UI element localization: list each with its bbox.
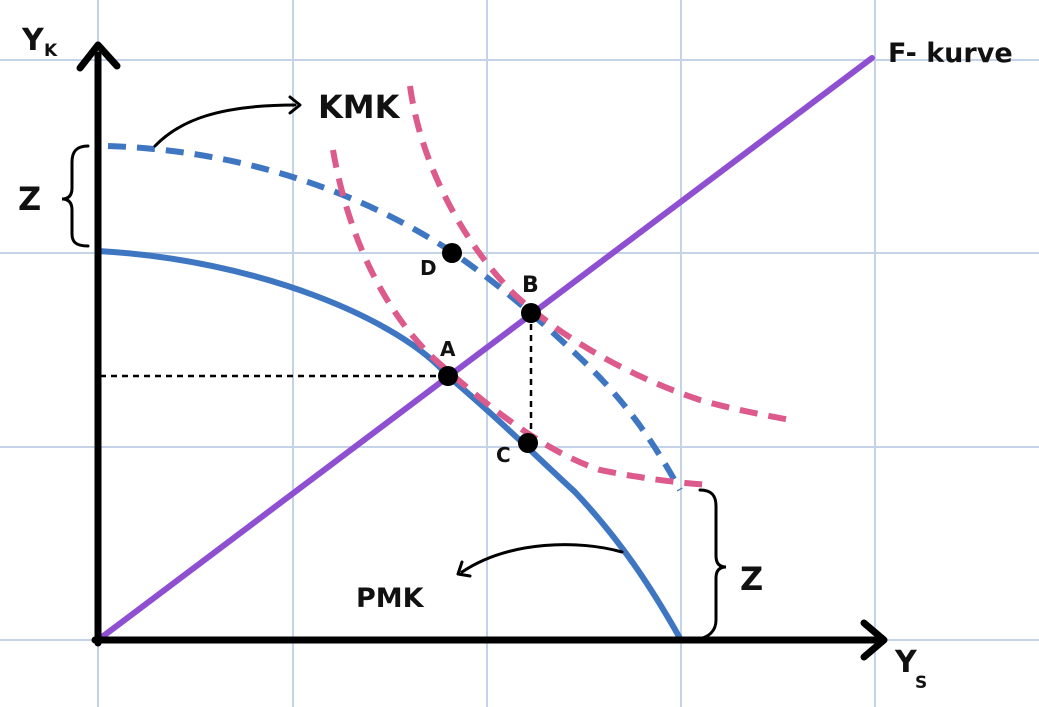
- pmk-label-arrowhead: [456, 560, 472, 578]
- point-d-label: D: [420, 256, 437, 280]
- y-axis-label: Y: [21, 23, 45, 58]
- pmk-label-arrow: [460, 543, 624, 574]
- point-c-label: C: [496, 443, 511, 467]
- point-a: [438, 366, 458, 386]
- point-a-label: A: [440, 337, 456, 361]
- kmk-label-arrow: [153, 103, 297, 148]
- indifference-curve-high: [407, 85, 791, 423]
- z-top-label: Z: [18, 180, 41, 218]
- point-d: [442, 243, 462, 263]
- z-bottom-brace: [692, 488, 727, 642]
- y-axis-subscript: K: [44, 41, 58, 61]
- point-b-label: B: [522, 273, 539, 298]
- pmk-label: PMK: [356, 583, 425, 614]
- pmk-curve: [95, 248, 684, 643]
- z-top-brace: [61, 144, 90, 248]
- point-b: [521, 303, 541, 323]
- z-bottom-label: Z: [740, 560, 763, 598]
- x-axis-arrowhead: [860, 619, 888, 661]
- f-curve-label: F- kurve: [888, 38, 1013, 69]
- f-curve-line: [95, 55, 875, 643]
- kmk-curve: [107, 143, 683, 492]
- point-c: [518, 433, 538, 453]
- x-axis-subscript: S: [915, 673, 927, 693]
- indifference-curve-low: [330, 149, 713, 488]
- x-axis-label: Y: [894, 645, 918, 680]
- kmk-label-arrowhead: [288, 95, 302, 115]
- kmk-label: KMK: [318, 88, 401, 126]
- y-axis-arrowhead: [76, 41, 121, 72]
